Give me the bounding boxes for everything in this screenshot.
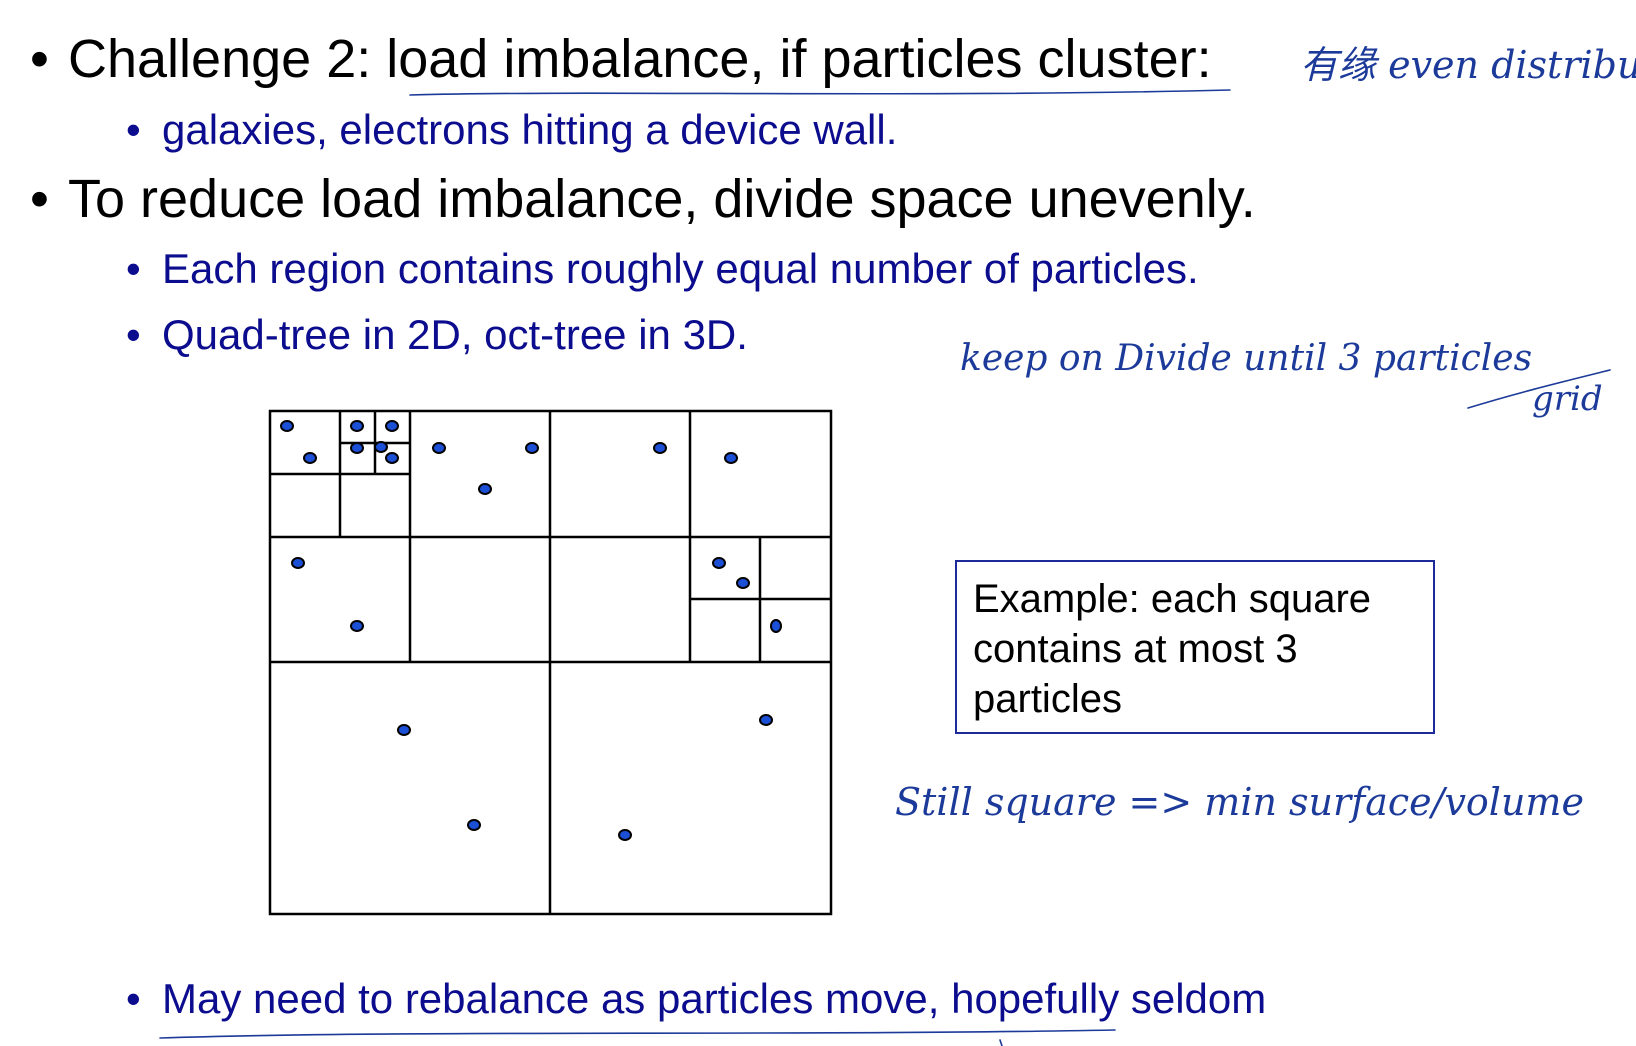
particle	[350, 620, 364, 632]
particle	[291, 557, 305, 569]
particle	[280, 420, 294, 432]
handwritten-underline	[159, 1029, 1116, 1039]
particle	[712, 557, 726, 569]
bullet-reduce: • To reduce load imbalance, divide space …	[30, 168, 1256, 230]
bullet-challenge: • Challenge 2: load imbalance, if particl…	[30, 28, 1212, 90]
bullet-dot: •	[126, 106, 141, 153]
bullet-each-region: • Each region contains roughly equal numb…	[126, 245, 1199, 293]
handwritten-note-grid: grid	[1532, 379, 1603, 419]
bullet-galaxies: • galaxies, electrons hitting a device wa…	[126, 106, 897, 154]
bullet-quadtree: • Quad-tree in 2D, oct-tree in 3D.	[126, 311, 748, 359]
particle	[478, 483, 492, 495]
bullet-dot: •	[30, 169, 49, 229]
handwritten-underline	[409, 89, 1231, 96]
bullet-each-region-text: Each region contains roughly equal numbe…	[162, 245, 1199, 292]
particle	[432, 442, 446, 454]
particle	[770, 619, 782, 633]
particle	[385, 420, 399, 432]
bullet-dot: •	[126, 311, 141, 358]
particle	[525, 442, 539, 454]
particle	[618, 829, 632, 841]
particle	[303, 452, 317, 464]
particle	[374, 441, 388, 453]
particle	[724, 452, 738, 464]
bullet-dot: •	[30, 29, 49, 89]
particle	[350, 420, 364, 432]
bullet-reduce-text: To reduce load imbalance, divide space u…	[68, 169, 1256, 229]
handwritten-note-square: Still square => min surface/volume	[895, 780, 1584, 824]
example-box: Example: each square contains at most 3 …	[955, 560, 1435, 734]
particle	[467, 819, 481, 831]
particle	[759, 714, 773, 726]
bullet-rebalance: • May need to rebalance as particles move…	[126, 975, 1266, 1023]
handwritten-stroke	[1467, 369, 1611, 409]
bullet-galaxies-text: galaxies, electrons hitting a device wal…	[162, 106, 898, 153]
handwritten-note-divide: keep on Divide until 3 particles	[960, 338, 1532, 379]
particle	[385, 452, 399, 464]
bullet-dot: •	[126, 975, 141, 1022]
example-box-text: Example: each square contains at most 3 …	[973, 577, 1372, 721]
bullet-quadtree-text: Quad-tree in 2D, oct-tree in 3D.	[162, 311, 748, 358]
bullet-dot: •	[126, 245, 141, 292]
handwritten-mark	[999, 1039, 1003, 1046]
particle	[350, 442, 364, 454]
bullet-challenge-text: Challenge 2: load imbalance, if particle…	[68, 29, 1212, 89]
particle	[736, 577, 750, 589]
bullet-rebalance-text: May need to rebalance as particles move,…	[162, 975, 1267, 1022]
particle	[397, 724, 411, 736]
handwritten-note-top: 有缘 even distribut	[1300, 43, 1636, 87]
particle	[653, 442, 667, 454]
